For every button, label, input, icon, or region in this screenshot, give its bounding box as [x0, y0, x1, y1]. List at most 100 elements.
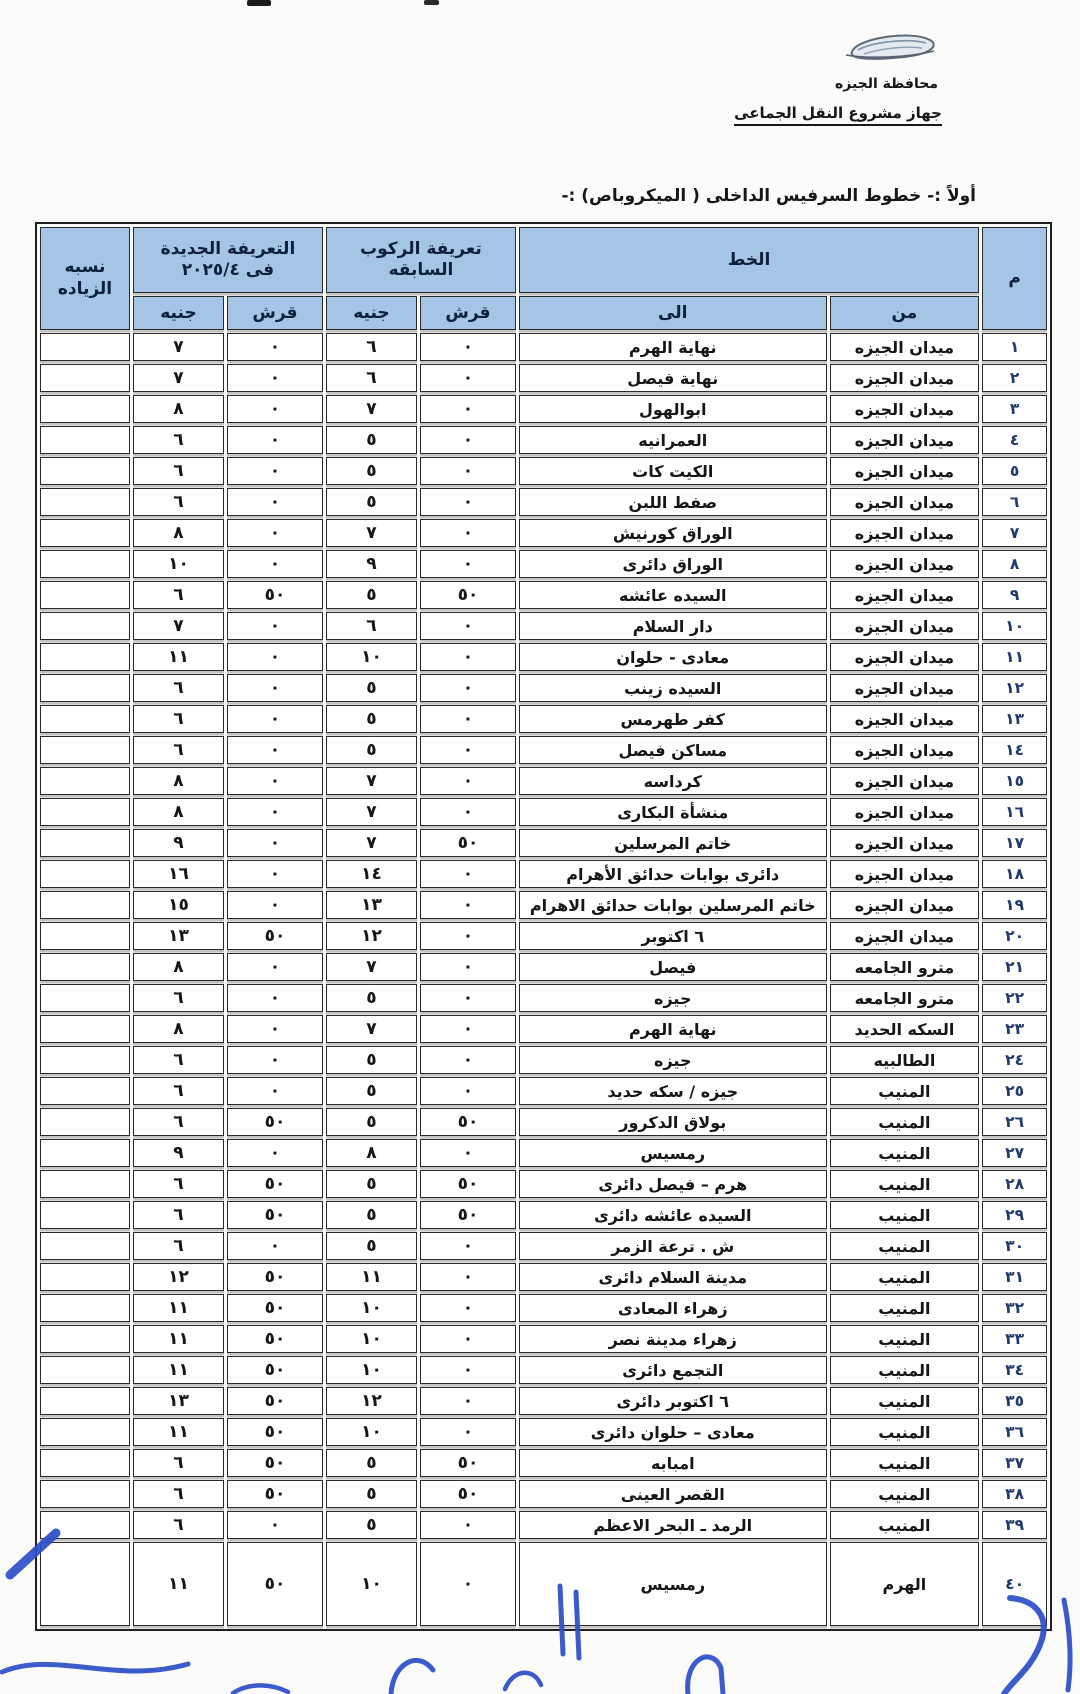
prev-fare-piasters-cell: ٠ — [420, 550, 516, 578]
route-from-cell: ميدان الجيزه — [829, 860, 980, 888]
prev-fare-piasters-cell: ٠ — [420, 426, 516, 454]
new-fare-piasters-cell: ٥٠ — [227, 1263, 323, 1291]
prev-fare-pounds-cell: ٧ — [325, 767, 418, 795]
route-from-cell: المنيب — [829, 1108, 980, 1136]
increase-cell — [40, 519, 130, 547]
new-fare-piasters-cell: ٠ — [227, 364, 323, 392]
route-to-cell: فيصل — [518, 953, 827, 981]
table-row: ١٩ ميدان الجيزه خاتم المرسلين بوابات حدا… — [40, 891, 1047, 919]
new-fare-piasters-cell: ٥٠ — [227, 1480, 323, 1508]
table-row: ٢٧ المنيب رمسيس ٠ ٨ ٠ ٩ — [40, 1139, 1047, 1167]
increase-cell — [40, 1232, 130, 1260]
row-number-cell: ٨ — [982, 550, 1047, 578]
route-from-cell: ميدان الجيزه — [829, 891, 980, 919]
new-fare-piasters-cell: ٠ — [227, 674, 323, 702]
prev-fare-piasters-cell: ٠ — [420, 1294, 516, 1322]
row-number-cell: ٣٨ — [982, 1480, 1047, 1508]
prev-fare-pounds-cell: ٥ — [325, 1201, 418, 1229]
route-to-cell: صفط اللبن — [518, 488, 827, 516]
handwriting-stroke — [1061, 1597, 1073, 1693]
increase-cell — [40, 1418, 130, 1446]
col-header-prev-fare-group: تعريفة الركوب السابقه — [325, 227, 516, 293]
new-fare-pounds-cell: ١١ — [132, 1418, 225, 1446]
increase-cell — [40, 395, 130, 423]
increase-cell — [40, 767, 130, 795]
row-number-cell: ١١ — [982, 643, 1047, 671]
prev-fare-piasters-cell: ٠ — [420, 736, 516, 764]
table-row: ١٢ ميدان الجيزه السيده زينب ٠ ٥ ٠ ٦ — [40, 674, 1047, 702]
prev-fare-piasters-cell: ٥٠ — [420, 1449, 516, 1477]
row-number-cell: ١٩ — [982, 891, 1047, 919]
prev-fare-piasters-cell: ٠ — [420, 612, 516, 640]
col-header-increase: نسبه الزياده — [40, 227, 130, 330]
prev-fare-piasters-cell: ٥٠ — [420, 1170, 516, 1198]
col-header-new-fare-group: التعريفة الجديدة فى ٢٠٢٥/٤ — [132, 227, 323, 293]
new-fare-pounds-cell: ١١ — [132, 1325, 225, 1353]
route-to-cell: مساكن فيصل — [518, 736, 827, 764]
route-from-cell: المنيب — [829, 1170, 980, 1198]
new-fare-pounds-cell: ٦ — [132, 1077, 225, 1105]
table-row: ٢٩ المنيب السيده عائشه دائرى ٥٠ ٥ ٥٠ ٦ — [40, 1201, 1047, 1229]
row-number-cell: ١٣ — [982, 705, 1047, 733]
new-fare-piasters-cell: ٥٠ — [227, 1387, 323, 1415]
prev-fare-pounds-cell: ٦ — [325, 364, 418, 392]
row-number-cell: ٢٧ — [982, 1139, 1047, 1167]
new-fare-pounds-cell: ١١ — [132, 1356, 225, 1384]
table-row: ٢١ مترو الجامعه فيصل ٠ ٧ ٠ ٨ — [40, 953, 1047, 981]
prev-fare-line1: تعريفة الركوب — [360, 238, 482, 259]
increase-cell — [40, 1325, 130, 1353]
row-number-cell: ٦ — [982, 488, 1047, 516]
prev-fare-pounds-cell: ٧ — [325, 798, 418, 826]
new-fare-pounds-cell: ١٠ — [132, 550, 225, 578]
row-number-cell: ٢٤ — [982, 1046, 1047, 1074]
org-name: محافظة الجيزه — [834, 76, 938, 92]
new-fare-piasters-cell: ٥٠ — [227, 1449, 323, 1477]
increase-cell — [40, 798, 130, 826]
increase-cell — [40, 1356, 130, 1384]
prev-fare-piasters-cell: ٥٠ — [420, 581, 516, 609]
table-row: ٢٠ ميدان الجيزه ٦ اكتوبر ٠ ١٢ ٥٠ ١٣ — [40, 922, 1047, 950]
route-to-cell: معادى - حلوان — [518, 643, 827, 671]
new-fare-piasters-cell: ٥٠ — [227, 1108, 323, 1136]
route-to-cell: ابوالهول — [518, 395, 827, 423]
prev-fare-pounds-cell: ٥ — [325, 1511, 418, 1539]
new-fare-piasters-cell: ٠ — [227, 643, 323, 671]
table-row: ٣٧ المنيب امبابه ٥٠ ٥ ٥٠ ٦ — [40, 1449, 1047, 1477]
table-row: ٢٣ السكه الحديد نهاية الهرم ٠ ٧ ٠ ٨ — [40, 1015, 1047, 1043]
route-to-cell: هرم – فيصل دائرى — [518, 1170, 827, 1198]
route-to-cell: رمسيس — [518, 1139, 827, 1167]
route-to-cell: زهراء مدينة نصر — [518, 1325, 827, 1353]
route-from-cell: مترو الجامعه — [829, 984, 980, 1012]
row-number-cell: ٩ — [982, 581, 1047, 609]
new-fare-piasters-cell: ٥٠ — [227, 1201, 323, 1229]
table-row: ١٤ ميدان الجيزه مساكن فيصل ٠ ٥ ٠ ٦ — [40, 736, 1047, 764]
table-row: ٢٦ المنيب بولاق الدكرور ٥٠ ٥ ٥٠ ٦ — [40, 1108, 1047, 1136]
new-fare-pounds-cell: ٧ — [132, 364, 225, 392]
table-row: ٣٥ المنيب ٦ اكتوبر دائرى ٠ ١٢ ٥٠ ١٣ — [40, 1387, 1047, 1415]
row-number-cell: ١٧ — [982, 829, 1047, 857]
new-fare-pounds-cell: ٦ — [132, 426, 225, 454]
prev-fare-piasters-cell: ٠ — [420, 333, 516, 361]
new-fare-pounds-cell: ٨ — [132, 395, 225, 423]
route-to-cell: السيده عائشه — [518, 581, 827, 609]
route-to-cell: خاتم المرسلين بوابات حدائق الاهرام — [518, 891, 827, 919]
new-fare-piasters-cell: ٠ — [227, 1232, 323, 1260]
increase-cell — [40, 550, 130, 578]
new-fare-pounds-cell: ٦ — [132, 1480, 225, 1508]
prev-fare-piasters-cell: ٠ — [420, 922, 516, 950]
route-from-cell: المنيب — [829, 1139, 980, 1167]
prev-fare-piasters-cell: ٠ — [420, 860, 516, 888]
new-fare-pounds-cell: ٦ — [132, 1449, 225, 1477]
route-to-cell: منشأة البكارى — [518, 798, 827, 826]
table-row: ٣٣ المنيب زهراء مدينة نصر ٠ ١٠ ٥٠ ١١ — [40, 1325, 1047, 1353]
row-number-cell: ١٠ — [982, 612, 1047, 640]
route-to-cell: دار السلام — [518, 612, 827, 640]
col-header-prev-pounds: جنيه — [325, 296, 418, 330]
col-header-num: م — [982, 227, 1047, 330]
route-from-cell: مترو الجامعه — [829, 953, 980, 981]
prev-fare-pounds-cell: ٧ — [325, 953, 418, 981]
table-row: ١٥ ميدان الجيزه كرداسه ٠ ٧ ٠ ٨ — [40, 767, 1047, 795]
route-from-cell: المنيب — [829, 1449, 980, 1477]
new-fare-pounds-cell: ٩ — [132, 829, 225, 857]
route-to-cell: مدينة السلام دائرى — [518, 1263, 827, 1291]
